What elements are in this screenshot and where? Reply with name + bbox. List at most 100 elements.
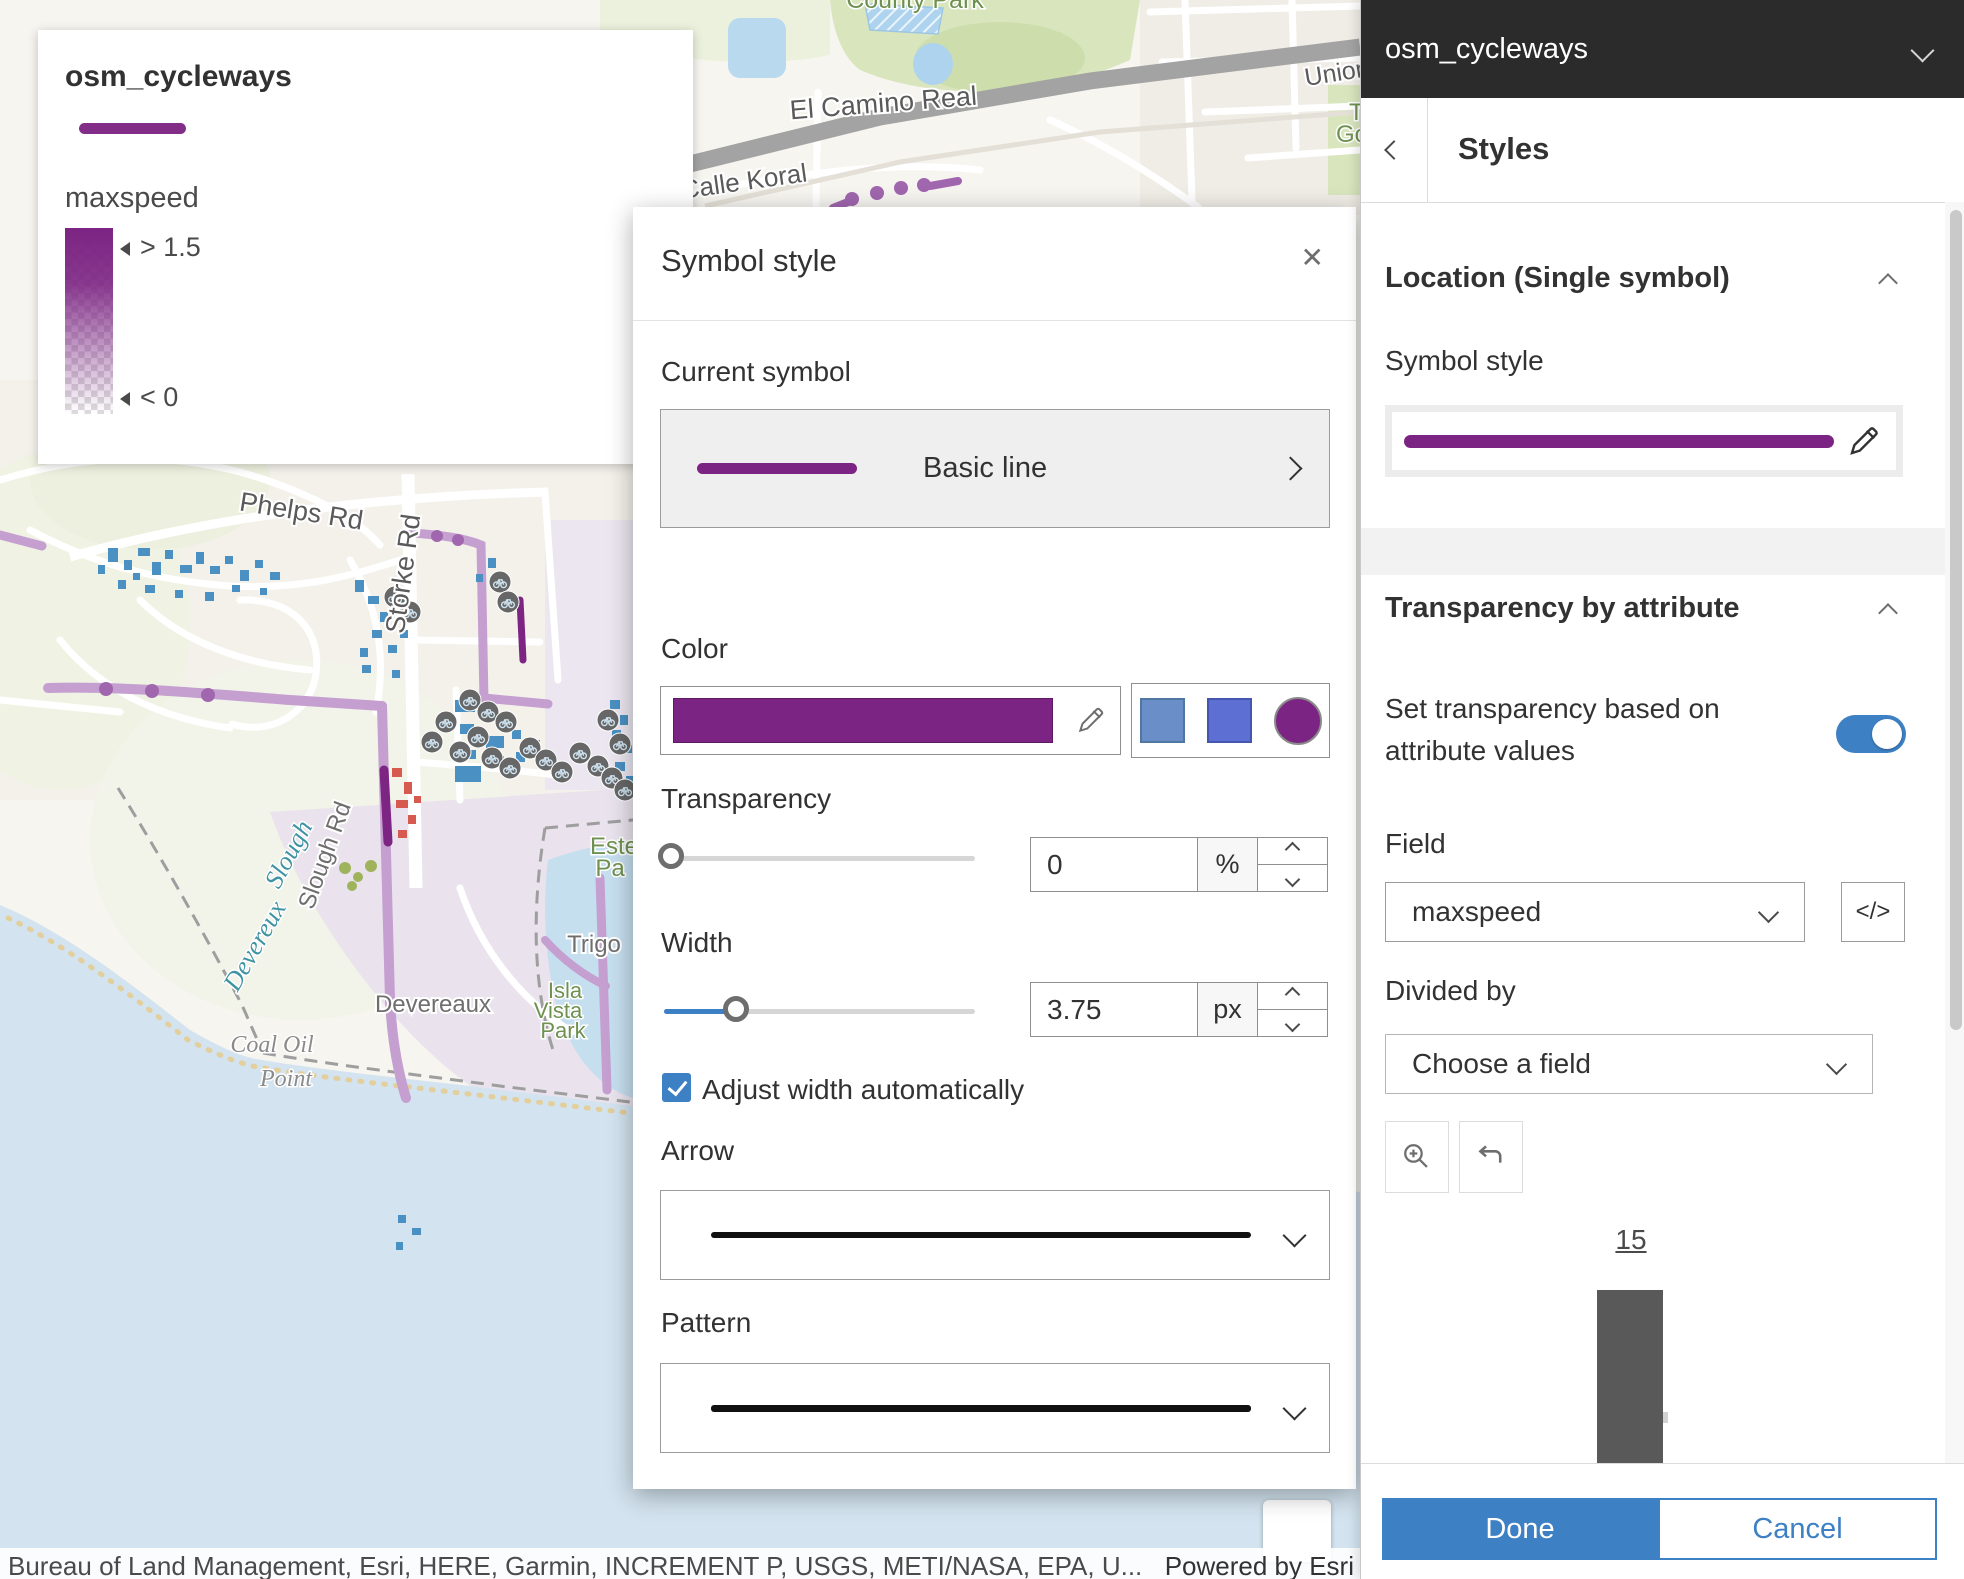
toggle-knob	[1872, 719, 1902, 749]
close-icon[interactable]: ✕	[1301, 241, 1324, 274]
symbol-preview-line	[1404, 435, 1834, 448]
label-park: Park	[540, 1018, 586, 1043]
undo-icon	[1474, 1140, 1508, 1174]
styles-panel: osm_cycleways Styles Location (Single sy…	[1360, 0, 1964, 1579]
magnifier-plus-icon	[1400, 1140, 1434, 1174]
transparency-toggle[interactable]	[1836, 715, 1906, 753]
transparency-label: Transparency	[661, 783, 831, 815]
label-go: Go	[1336, 121, 1360, 148]
code-icon: </>	[1856, 898, 1891, 926]
divided-by-label: Divided by	[1385, 975, 1516, 1007]
current-symbol-name: Basic line	[923, 452, 1047, 485]
symbol-style-preview-button[interactable]	[1385, 405, 1903, 477]
step-up-icon[interactable]	[1258, 983, 1327, 1010]
collapse-section-icon[interactable]	[1878, 603, 1898, 623]
pattern-option-line	[711, 1405, 1251, 1412]
legend-field-name: maxspeed	[65, 182, 199, 215]
width-steppers	[1257, 983, 1327, 1036]
label-county-park: County Park	[846, 0, 984, 14]
transparency-input[interactable]	[1031, 838, 1197, 891]
current-symbol-label: Current symbol	[661, 356, 851, 388]
current-symbol-button[interactable]: Basic line	[660, 409, 1330, 528]
step-down-icon[interactable]	[1258, 865, 1327, 892]
recent-color-purple[interactable]	[1274, 697, 1322, 745]
field-label: Field	[1385, 828, 1446, 860]
powered-by-esri: Powered by Esri	[1165, 1548, 1354, 1579]
location-section-title: Location (Single symbol)	[1385, 262, 1730, 295]
transparency-steppers	[1257, 838, 1327, 891]
symbol-style-dialog: Symbol style ✕ Current symbol Basic line…	[633, 207, 1356, 1489]
label-pa: Pa	[595, 855, 625, 882]
arrow-option-line	[711, 1232, 1251, 1238]
recent-color-blue-2[interactable]	[1207, 698, 1252, 743]
scrollbar-thumb[interactable]	[1950, 210, 1962, 1030]
adjust-width-label: Adjust width automatically	[702, 1074, 1024, 1106]
color-swatch-button[interactable]	[660, 686, 1121, 755]
field-value: maxspeed	[1412, 896, 1541, 928]
dialog-title: Symbol style	[661, 243, 837, 279]
ramp-max-label: > 1.5	[140, 232, 201, 263]
symbol-preview-line	[697, 463, 857, 474]
chevron-down-icon	[1286, 1227, 1303, 1244]
width-input[interactable]	[1031, 983, 1197, 1036]
pattern-select[interactable]	[660, 1363, 1330, 1453]
done-button[interactable]: Done	[1382, 1498, 1658, 1560]
adjust-width-checkbox[interactable]	[662, 1073, 691, 1102]
transparency-section-title: Transparency by attribute	[1385, 592, 1740, 625]
edit-symbol-pencil-icon	[1846, 423, 1882, 459]
divider	[1361, 1463, 1964, 1464]
attribution-bar: Bureau of Land Management, Esri, HERE, G…	[0, 1548, 1360, 1579]
collapse-section-icon[interactable]	[1878, 273, 1898, 293]
symbol-style-label: Symbol style	[1385, 345, 1544, 377]
width-slider-handle[interactable]	[723, 996, 749, 1022]
transparency-slider-track[interactable]	[664, 856, 975, 861]
ramp-min-label: < 0	[140, 382, 178, 413]
divided-by-dropdown[interactable]: Choose a field	[1385, 1034, 1873, 1094]
attribution-text: Bureau of Land Management, Esri, HERE, G…	[8, 1548, 1142, 1579]
field-dropdown[interactable]: maxspeed	[1385, 882, 1805, 942]
arrow-label: Arrow	[661, 1135, 734, 1167]
color-swatch-fill	[673, 698, 1053, 743]
chevron-down-icon[interactable]	[1914, 42, 1931, 59]
cancel-button[interactable]: Cancel	[1658, 1498, 1937, 1560]
histogram-bar-label: 15	[1561, 1224, 1701, 1256]
legend-layer-title: osm_cycleways	[65, 60, 292, 94]
legend-transparency-ramp	[65, 228, 113, 414]
edit-color-pencil-icon	[1075, 704, 1107, 741]
section-separator	[1361, 528, 1951, 575]
panel-toolbar: Styles	[1361, 98, 1964, 203]
histogram-bar	[1597, 1290, 1663, 1463]
step-up-icon[interactable]	[1258, 838, 1327, 865]
legend-line-swatch	[79, 123, 186, 134]
divided-by-value: Choose a field	[1412, 1048, 1591, 1080]
histogram-undo-button[interactable]	[1459, 1121, 1523, 1193]
divider	[633, 320, 1356, 321]
width-input-group: px	[1030, 982, 1328, 1037]
recent-color-blue-1[interactable]	[1140, 698, 1185, 743]
ramp-max-marker-icon	[120, 242, 130, 256]
histogram-zoom-button[interactable]	[1385, 1121, 1449, 1193]
step-down-icon[interactable]	[1258, 1010, 1327, 1037]
width-label: Width	[661, 927, 733, 959]
transparency-input-group: %	[1030, 837, 1328, 892]
label-devereaux: Devereaux	[375, 991, 491, 1018]
pattern-label: Pattern	[661, 1307, 751, 1339]
chevron-down-icon	[1761, 905, 1776, 920]
expression-code-button[interactable]: </>	[1841, 882, 1905, 942]
layer-title: osm_cycleways	[1385, 33, 1588, 66]
recent-colors-group	[1131, 683, 1330, 758]
toggle-label: Set transparency based on attribute valu…	[1385, 688, 1795, 772]
chevron-down-icon	[1286, 1400, 1303, 1417]
chevron-right-icon	[1282, 460, 1299, 477]
transparency-slider-handle[interactable]	[658, 843, 684, 869]
layer-header[interactable]: osm_cycleways	[1361, 0, 1964, 98]
ramp-min-marker-icon	[120, 392, 130, 406]
label-trigo: Trigo	[567, 931, 621, 958]
color-label: Color	[661, 633, 728, 665]
arrow-select[interactable]	[660, 1190, 1330, 1280]
legend-card: osm_cycleways maxspeed > 1.5 < 0	[38, 30, 693, 464]
back-button[interactable]	[1361, 98, 1428, 202]
panel-title: Styles	[1458, 131, 1549, 167]
label-coal-oil: Coal Oil	[230, 1032, 314, 1058]
histogram-handle-tick[interactable]	[1663, 1412, 1668, 1423]
